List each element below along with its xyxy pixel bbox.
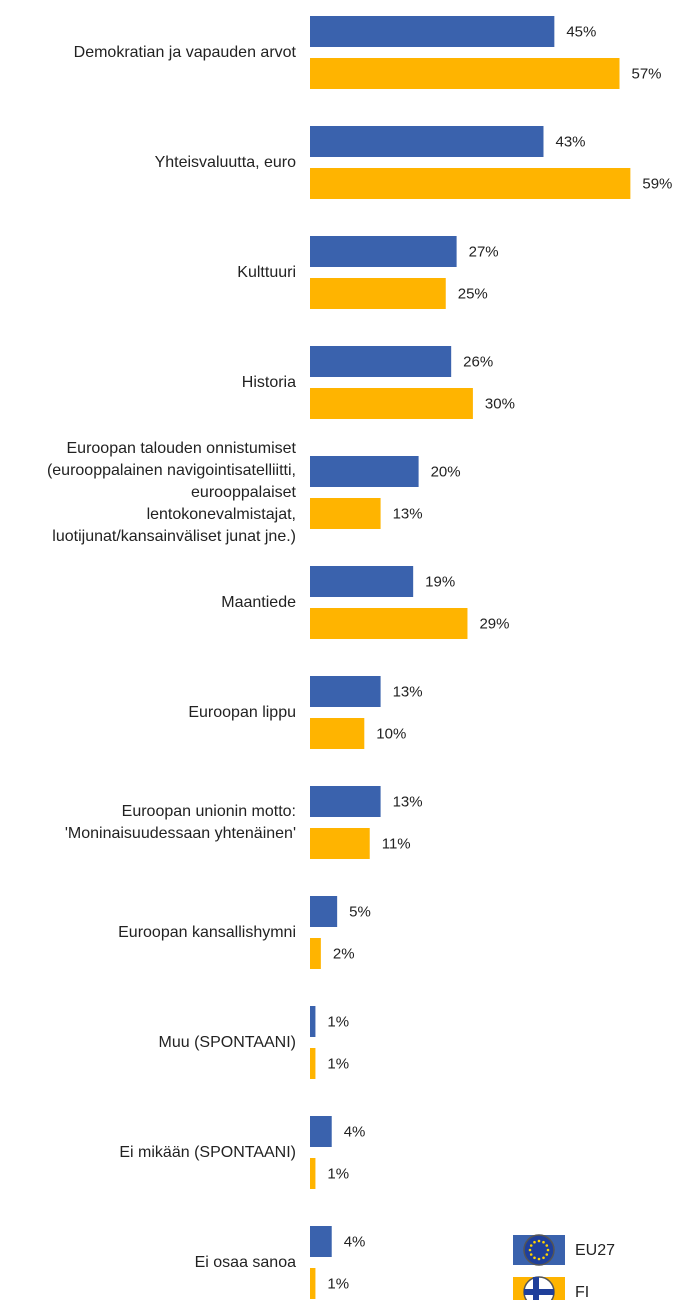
legend-icon-cross — [533, 1277, 539, 1300]
bar — [310, 236, 457, 267]
value-label: 27% — [469, 243, 499, 260]
bar — [310, 566, 414, 597]
value-label: 2% — [333, 945, 355, 962]
value-label: 1% — [327, 1165, 349, 1182]
category-label: Euroopan talouden onnistumiset (eurooppa… — [46, 439, 296, 545]
bar — [310, 278, 446, 309]
value-label: 19% — [425, 573, 455, 590]
value-label: 11% — [382, 835, 411, 852]
legend-icon — [523, 1234, 555, 1266]
bar — [310, 1116, 332, 1147]
bar — [310, 1268, 316, 1299]
category-label: Kulttuuri — [237, 263, 296, 281]
value-label: 5% — [349, 903, 371, 920]
bar — [310, 388, 473, 419]
value-label: 4% — [344, 1123, 366, 1140]
legend-label: EU27 — [575, 1242, 615, 1259]
bar — [310, 58, 620, 89]
legend-label: FI — [575, 1284, 589, 1300]
bar — [310, 676, 381, 707]
bar — [310, 1158, 316, 1189]
category-label: Ei osaa sanoa — [194, 1253, 296, 1271]
bar — [310, 498, 381, 529]
value-label: 57% — [632, 65, 662, 82]
value-label: 13% — [393, 793, 423, 810]
legend-icon-star — [537, 1257, 541, 1261]
category-label: Euroopan kansallishymni — [118, 923, 296, 941]
category-label: Maantiede — [221, 593, 296, 611]
bar — [310, 1006, 316, 1037]
bar — [310, 938, 321, 969]
bar — [310, 718, 365, 749]
legend-icon-star — [542, 1256, 545, 1260]
legend-icon-star — [528, 1248, 532, 1252]
value-label: 1% — [327, 1275, 349, 1292]
category-label: Euroopan unionin motto: 'Moninaisuudessa… — [64, 802, 296, 842]
bar — [310, 786, 381, 817]
legend-icon-star — [546, 1248, 550, 1252]
value-label: 45% — [566, 23, 596, 40]
bar — [310, 608, 468, 639]
legend-icon-star — [545, 1244, 549, 1247]
legend-icon-star — [529, 1253, 533, 1256]
category-label: Ei mikään (SPONTAANI) — [119, 1143, 296, 1161]
value-label: 20% — [431, 463, 461, 480]
legend-icon-star — [533, 1256, 536, 1260]
value-label: 30% — [485, 395, 515, 412]
value-label: 13% — [393, 505, 423, 522]
value-label: 29% — [479, 615, 509, 632]
value-label: 25% — [458, 285, 488, 302]
bar — [310, 1048, 316, 1079]
category-label: Demokratian ja vapauden arvot — [73, 43, 296, 61]
category-label: Yhteisvaluutta, euro — [154, 153, 296, 171]
value-label: 1% — [327, 1013, 349, 1030]
bar — [310, 896, 338, 927]
legend-icon-star — [529, 1244, 533, 1247]
value-label: 1% — [327, 1055, 349, 1072]
value-label: 26% — [463, 353, 493, 370]
bar — [310, 346, 452, 377]
category-label: Muu (SPONTAANI) — [158, 1033, 297, 1051]
bar — [310, 16, 555, 47]
value-label: 13% — [393, 683, 423, 700]
legend-icon-star — [545, 1253, 549, 1256]
bar — [310, 1226, 332, 1257]
category-label: Euroopan lippu — [188, 703, 296, 721]
category-label: Historia — [241, 373, 296, 391]
legend-icon-star — [542, 1240, 545, 1244]
value-label: 10% — [376, 725, 406, 742]
legend-item: EU27 — [513, 1234, 615, 1266]
legend-icon-star — [533, 1240, 536, 1244]
legend-icon-star — [537, 1239, 541, 1243]
bar — [310, 828, 370, 859]
legend-item: FI — [513, 1276, 589, 1300]
value-label: 43% — [555, 133, 585, 150]
value-label: 4% — [344, 1233, 366, 1250]
value-label: 59% — [642, 175, 672, 192]
bar — [310, 126, 544, 157]
bar — [310, 168, 631, 199]
bar — [310, 456, 419, 487]
